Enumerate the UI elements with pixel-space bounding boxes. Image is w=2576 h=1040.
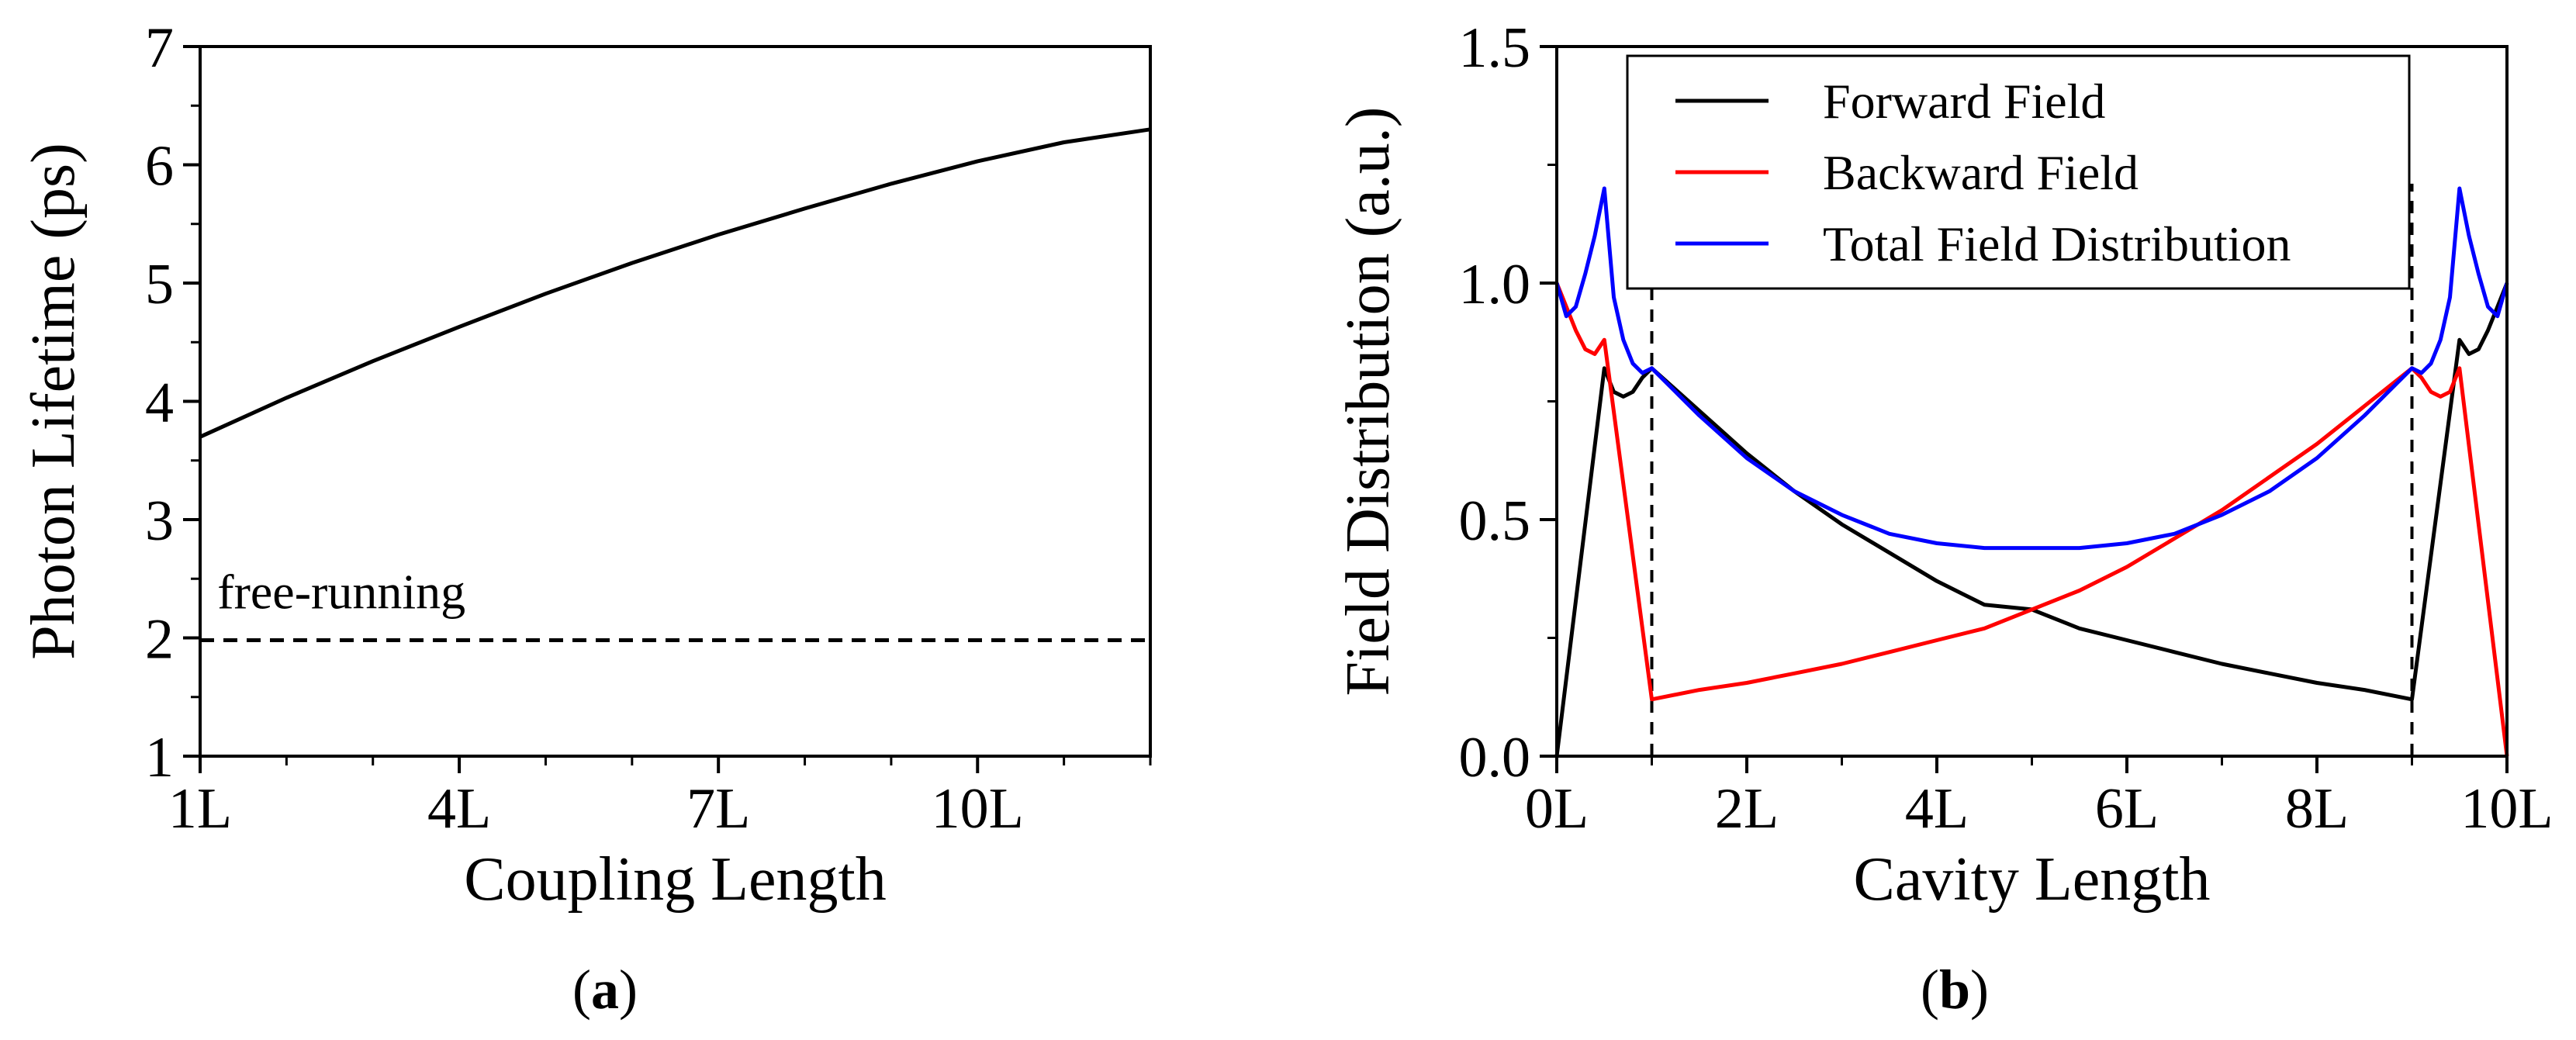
y-tick-label: 0.0 — [1459, 726, 1531, 790]
x-axis-title: Cavity Length — [1854, 845, 2211, 914]
x-tick-label: 8L — [2285, 777, 2349, 841]
caption-a: (a) — [572, 959, 638, 1021]
y-tick-label: 7 — [145, 16, 174, 80]
y-tick-label: 1.0 — [1459, 253, 1531, 316]
y-tick-label: 3 — [145, 489, 174, 553]
y-tick-label: 1 — [145, 726, 174, 790]
x-tick-label: 2L — [1715, 777, 1779, 841]
series-backward-field — [1554, 282, 2509, 757]
x-tick-label: 0L — [1525, 777, 1589, 841]
annotation-label: free-running — [217, 564, 465, 619]
chart-panel-b: 0L 2L 4L 6L 8L 10L 0.0 0.5 1.0 1.5 Cavity Length Fi… — [1334, 16, 2554, 914]
y-axis-title: Field Distribution (a.u.) — [1334, 107, 1402, 696]
legend-label-2: Total Field Distribution — [1823, 216, 2291, 271]
x-tick-label: 4L — [427, 777, 491, 841]
y-tick-label: 6 — [145, 135, 174, 199]
y-tick-label: 0.5 — [1459, 489, 1531, 553]
x-tick-label: 1L — [168, 777, 232, 841]
y-axis-title: Photon Lifetime (ps) — [19, 143, 88, 660]
y-tick-label: 2 — [145, 608, 174, 672]
y-tick-label: 5 — [145, 253, 174, 316]
x-tick-label: 4L — [1905, 777, 1969, 841]
legend-label-1: Backward Field — [1823, 145, 2139, 200]
chart-panel-a: 1L 4L 7L 10L 1 2 3 4 5 6 7 Coupling Length Photon Li… — [19, 16, 1152, 914]
y-tick-label: 4 — [145, 371, 174, 435]
x-tick-label: 7L — [686, 777, 750, 841]
caption-b: (b) — [1921, 959, 1989, 1021]
legend-label-0: Forward Field — [1823, 74, 2105, 129]
series-photon-lifetime — [199, 127, 1151, 439]
x-axis-title: Coupling Length — [464, 845, 886, 914]
x-tick-label: 6L — [2095, 777, 2159, 841]
x-tick-label: 10L — [2460, 777, 2553, 841]
x-tick-label: 10L — [932, 777, 1024, 841]
y-tick-label: 1.5 — [1459, 16, 1531, 80]
series-total-field-distribution — [1554, 186, 2509, 551]
